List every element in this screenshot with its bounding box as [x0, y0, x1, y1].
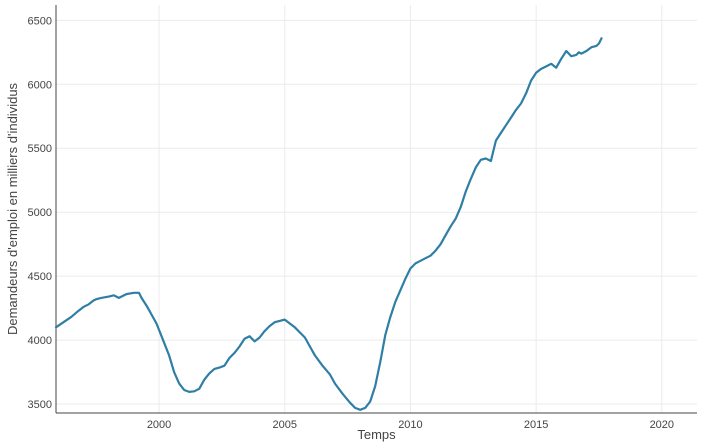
- x-axis-title: Temps: [357, 427, 396, 442]
- axes: [55, 5, 697, 414]
- y-tick-label: 6000: [28, 79, 52, 91]
- x-tick-label: 2010: [398, 419, 422, 431]
- y-tick-label: 6500: [28, 15, 52, 27]
- y-tick-label: 4500: [28, 271, 52, 283]
- tick-labels: 2000 2005 2010 2015 2020 3500 4000 4500 5000 5500…: [28, 15, 675, 431]
- x-tick-label: 2020: [650, 419, 674, 431]
- x-tick-label: 2000: [147, 419, 171, 431]
- x-tick-label: 2015: [524, 419, 548, 431]
- y-tick-label: 3500: [28, 399, 52, 411]
- series-group: [54, 37, 603, 411]
- y-axis-title: Demandeurs d'emploi en milliers d'indivi…: [5, 82, 20, 335]
- y-tick-label: 4000: [28, 335, 52, 347]
- series-line: [54, 37, 603, 411]
- grid: [56, 5, 697, 413]
- y-tick-label: 5000: [28, 207, 52, 219]
- x-tick-label: 2005: [273, 419, 297, 431]
- y-tick-label: 5500: [28, 143, 52, 155]
